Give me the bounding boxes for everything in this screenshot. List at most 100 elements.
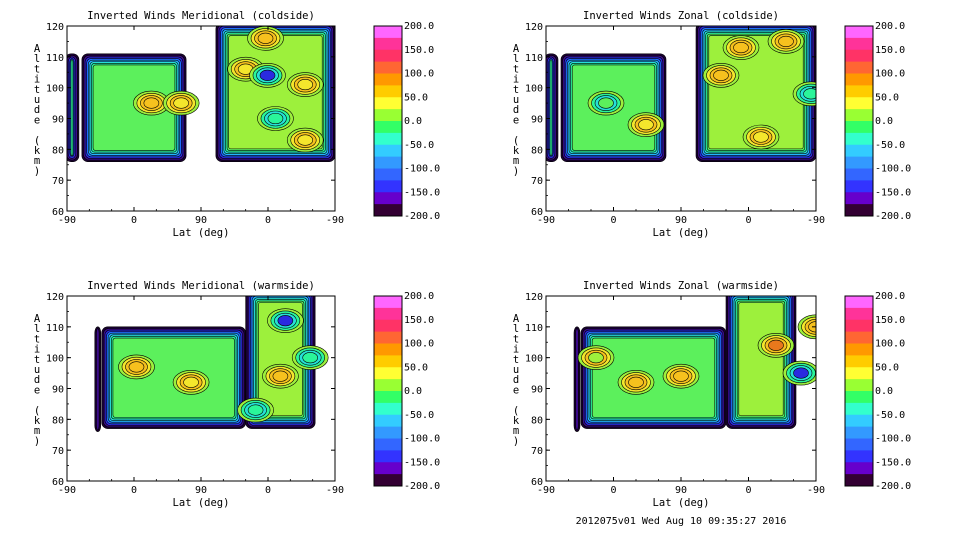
colorbar-swatch [374,343,402,356]
x-tick-label: -90 [58,485,76,496]
colorbar-tick-label: -200.0 [875,481,911,492]
colorbar-swatch [845,319,873,333]
colorbar-swatch [845,49,873,63]
y-tick-label: 80 [531,145,543,156]
colorbar: 200.0 150.0 100.0 50.0 0.0 -50.0 -100.0 -150.0 -… [844,291,911,492]
x-tick-label: -90 [326,485,344,496]
colorbar-swatch [845,296,873,309]
x-tick-label: 90 [675,485,687,496]
y-tick-label: 120 [525,292,543,303]
colorbar-swatch [374,192,402,205]
y-tick-label: 80 [531,415,543,426]
colorbar-frame [373,295,403,487]
colorbar-frame [844,295,874,487]
x-tick-label: -90 [58,215,76,226]
colorbar-tick-label: 200.0 [404,291,434,302]
colorbar-swatch [845,402,873,416]
x-axis-label: Lat (deg) [173,497,230,509]
y-tick-label: 100 [525,354,543,365]
colorbar-swatch [845,168,873,181]
colorbar-tick-label: 0.0 [404,116,422,127]
colorbar-tick-label: -150.0 [875,187,911,198]
colorbar-tick-label: 100.0 [875,69,905,80]
colorbar-swatch [374,402,402,416]
y-tick-label: 70 [531,446,543,457]
plot-area [94,296,329,432]
colorbar-swatch [374,438,402,451]
data-band [70,59,74,157]
y-tick-label: 70 [531,176,543,187]
contour-feature [768,339,784,351]
colorbar-swatch [845,73,873,86]
colorbar-swatch [845,307,873,321]
x-axis-label: Lat (deg) [653,497,710,509]
colorbar-swatch [374,73,402,86]
colorbar-swatch [374,121,402,134]
y-tick-label: 90 [52,115,64,126]
contour-feature [803,88,816,100]
y-tick-label: 60 [531,207,543,218]
colorbar-tick-label: 200.0 [875,291,905,302]
chart-title: Inverted Winds Meridional (warmside) [87,280,315,292]
colorbar-swatch [374,307,402,321]
contour-feature [733,42,749,54]
contour-feature [272,370,289,382]
colorbar-tick-label: -50.0 [404,410,434,421]
x-tick-label: 90 [195,485,207,496]
colorbar-swatch [374,204,402,217]
colorbar-swatch [374,85,402,98]
colorbar-swatch [374,296,402,309]
colorbar-swatch [845,462,873,475]
colorbar-tick-label: -50.0 [404,140,434,151]
contour-feature [638,119,654,131]
y-tick-label: 100 [46,84,64,95]
data-band [591,337,716,418]
contour-feature [713,69,729,81]
colorbar: 200.0 150.0 100.0 50.0 0.0 -50.0 -100.0 -150.0 -… [373,21,440,222]
colorbar-swatch [374,474,402,487]
colorbar-swatch [374,132,402,146]
contour-feature [628,376,644,388]
colorbar-swatch [845,26,873,39]
y-tick-label: 80 [52,415,64,426]
x-tick-label: -90 [326,215,344,226]
chart-title: Inverted Winds Meridional (coldside) [87,10,315,22]
contour-feature [753,131,769,143]
x-tick-label: -90 [537,215,555,226]
contour-feature [257,32,274,44]
plot-area [546,26,816,162]
contour-feature [267,112,284,125]
colorbar: 200.0 150.0 100.0 50.0 0.0 -50.0 -100.0 -150.0 -… [844,21,911,222]
contour-feature [302,352,318,364]
y-tick-label: 100 [46,354,64,365]
y-tick-label: 100 [525,84,543,95]
colorbar-tick-label: 150.0 [875,45,905,56]
x-tick-label: 0 [265,485,271,496]
colorbar-tick-label: -200.0 [404,481,440,492]
colorbar-swatch [845,450,873,463]
contour-feature [277,315,294,327]
colorbar-swatch [845,331,873,344]
colorbar-tick-label: -150.0 [875,457,911,468]
contour-feature [297,79,314,91]
colorbar-swatch [374,414,402,428]
colorbar-swatch [374,26,402,39]
colorbar-tick-label: -150.0 [404,187,440,198]
colorbar-tick-label: 50.0 [875,362,899,373]
colorbar-tick-label: -150.0 [404,457,440,468]
y-tick-label: 60 [52,477,64,488]
colorbar-tick-label: 100.0 [404,69,434,80]
colorbar-tick-label: -200.0 [875,211,911,222]
x-tick-label: -90 [807,215,825,226]
contour-feature [247,404,264,416]
colorbar-swatch [845,97,873,110]
colorbar-swatch [374,367,402,380]
colorbar-tick-label: 150.0 [404,45,434,56]
x-tick-label: 90 [675,215,687,226]
colorbar-swatch [845,85,873,98]
colorbar-swatch [374,180,402,193]
x-tick-label: 90 [195,215,207,226]
